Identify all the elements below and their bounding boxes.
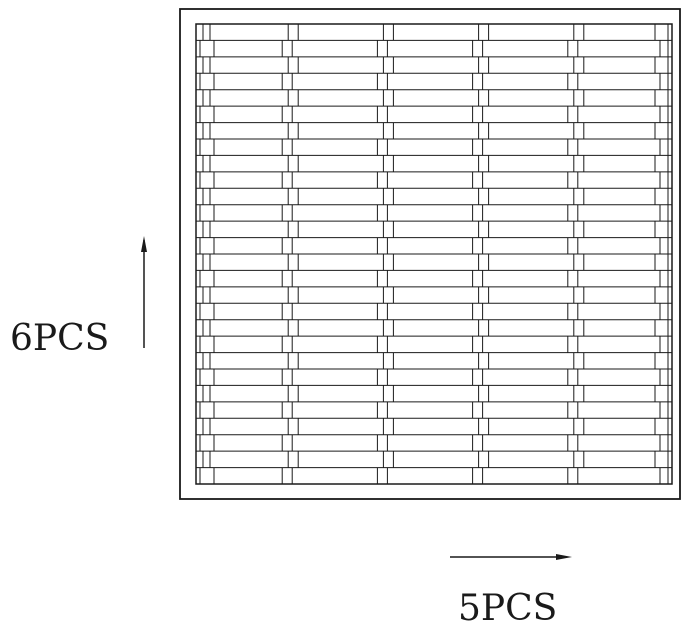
horizontal-arrow — [450, 554, 572, 560]
outer-frame — [179, 8, 681, 500]
vertical-arrow — [141, 236, 147, 348]
pack-grid — [196, 24, 672, 484]
vertical-count-label: 6PCS — [10, 318, 109, 359]
horizontal-count-label: 5PCS — [458, 588, 557, 625]
